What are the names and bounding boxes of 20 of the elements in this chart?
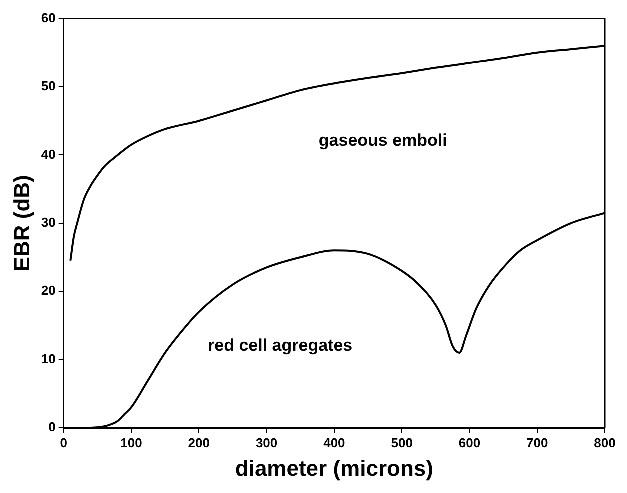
- y-tick-label: 0: [48, 420, 56, 435]
- x-tick-label: 800: [594, 435, 616, 450]
- x-axis-title: diameter (microns): [235, 456, 434, 481]
- y-tick-label: 50: [41, 78, 56, 94]
- x-tick-label: 700: [526, 435, 548, 450]
- annotation: red cell agregates: [208, 336, 353, 355]
- x-tick-label: 0: [60, 435, 68, 450]
- annotation: gaseous emboli: [318, 131, 448, 150]
- x-tick-label: 300: [256, 435, 278, 450]
- x-tick-label: 400: [324, 435, 346, 450]
- x-tick-label: 600: [458, 435, 481, 450]
- x-tick-label: 500: [391, 435, 413, 450]
- y-tick-label: 60: [41, 10, 56, 26]
- y-tick-label: 30: [41, 214, 56, 230]
- x-tick-label: 100: [120, 435, 142, 450]
- y-tick-label: 20: [41, 283, 56, 298]
- x-tick-label: 200: [188, 435, 210, 450]
- y-tick-label: 40: [41, 146, 56, 162]
- y-axis-title: EBR (dB): [9, 175, 34, 272]
- y-tick-label: 10: [41, 351, 56, 366]
